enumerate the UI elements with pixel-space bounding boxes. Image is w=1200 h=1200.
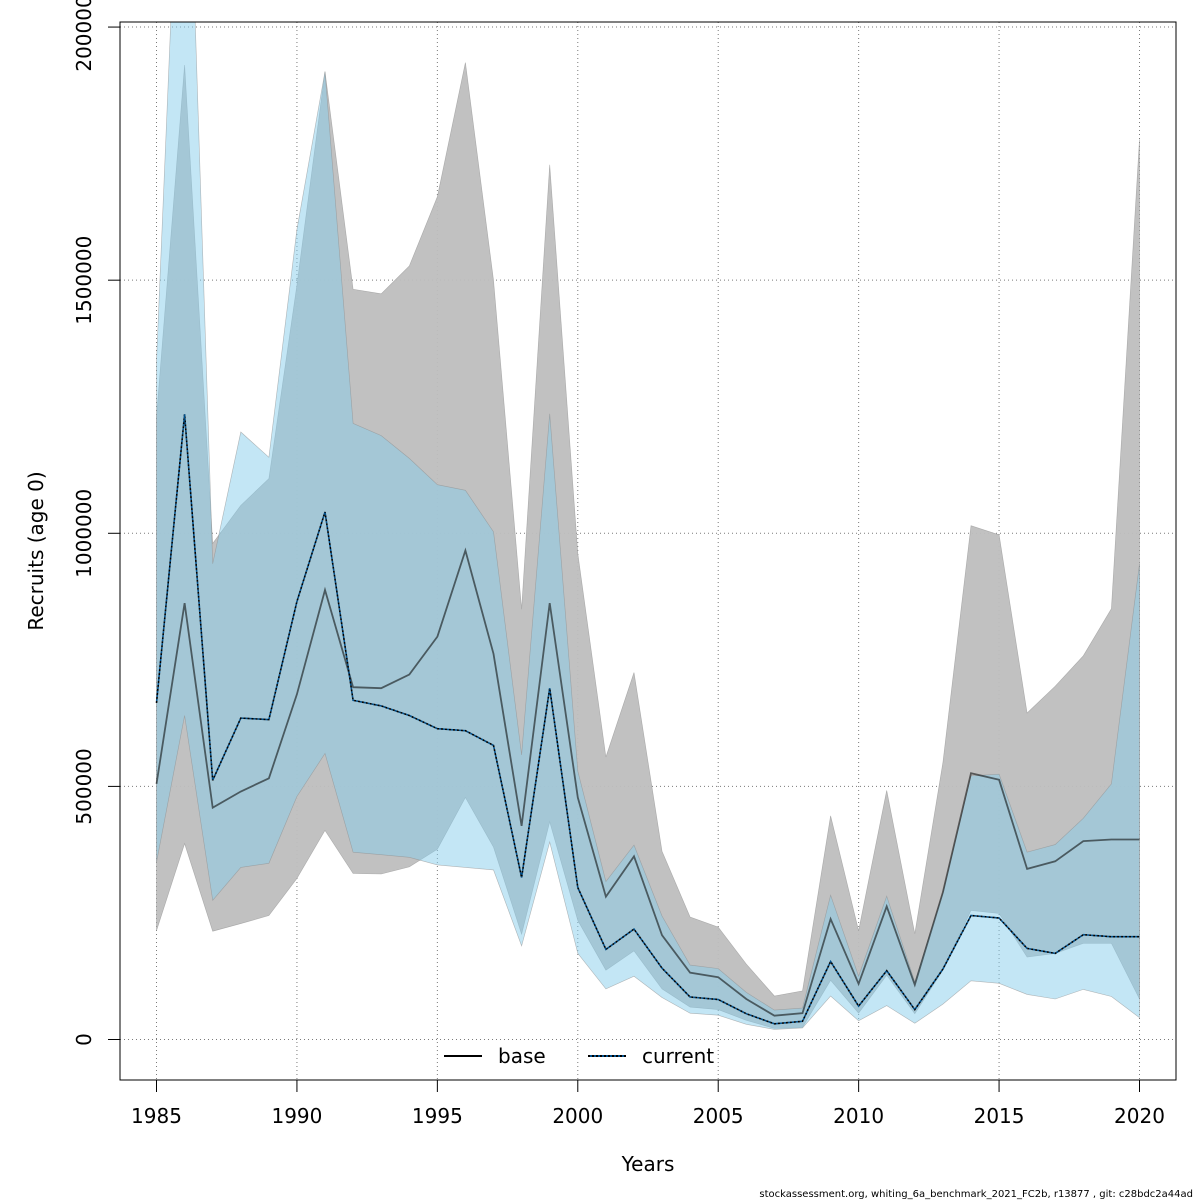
- x-tick-label: 2020: [1114, 1104, 1165, 1128]
- y-axis: 0 500000 1000000 1500000 2000000: [72, 0, 121, 1046]
- x-tick-label: 2005: [693, 1104, 744, 1128]
- x-axis-title: Years: [621, 1152, 675, 1176]
- y-tick-label: 1000000: [72, 489, 96, 578]
- band-current: [156, 22, 1140, 1030]
- x-tick-label: 1995: [412, 1104, 463, 1128]
- x-tick-label: 2015: [974, 1104, 1025, 1128]
- line-base: [155, 547, 1140, 1017]
- legend-label-base: base: [498, 1044, 546, 1068]
- y-tick-label: 500000: [72, 748, 96, 824]
- x-tick-label: 2000: [552, 1104, 603, 1128]
- x-axis: 1985 1990 1995 2000 2005 2010 2015 2020: [131, 1079, 1165, 1128]
- x-tick-label: 1985: [131, 1104, 182, 1128]
- y-tick-label: 1500000: [72, 236, 96, 325]
- y-tick-label: 0: [72, 1033, 96, 1046]
- series-lines: [155, 414, 1140, 1025]
- y-tick-label: 2000000: [72, 0, 96, 72]
- x-tick-label: 2010: [833, 1104, 884, 1128]
- x-tick-label: 1990: [271, 1104, 322, 1128]
- confidence-bands: [156, 22, 1140, 1030]
- legend-label-current: current: [642, 1044, 714, 1068]
- y-axis-title: Recruits (age 0): [24, 471, 48, 630]
- line-current: [155, 414, 1140, 1025]
- line-current-alt: [155, 414, 1140, 1025]
- legend: base current: [444, 1044, 714, 1068]
- footer-credit: stockassessment.org, whiting_6a_benchmar…: [759, 1189, 1193, 1200]
